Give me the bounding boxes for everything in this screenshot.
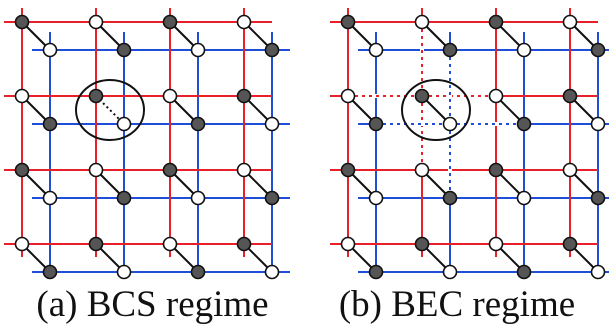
occupied-site — [368, 116, 384, 132]
empty-site — [516, 190, 532, 206]
occupied-site — [236, 88, 252, 104]
occupied-site — [14, 14, 30, 30]
empty-site — [14, 236, 30, 252]
occupied-site — [42, 264, 58, 280]
empty-site — [414, 14, 430, 30]
dotted-lattice-segments — [348, 22, 524, 198]
empty-site — [562, 162, 578, 178]
empty-site — [414, 162, 430, 178]
blue-lattice — [32, 32, 290, 277]
bec-caption: (b) BEC regime — [338, 284, 576, 325]
pair-highlight-ellipse — [75, 79, 145, 141]
empty-site — [340, 88, 356, 104]
empty-site — [88, 162, 104, 178]
empty-site — [42, 190, 58, 206]
empty-site — [368, 190, 384, 206]
occupied-site — [42, 116, 58, 132]
occupied-site — [88, 236, 104, 252]
empty-site — [488, 236, 504, 252]
occupied-site — [340, 162, 356, 178]
empty-site — [116, 264, 132, 280]
empty-site — [264, 116, 280, 132]
empty-site — [162, 88, 178, 104]
occupied-site — [414, 88, 430, 104]
occupied-site — [116, 190, 132, 206]
empty-site — [42, 42, 58, 58]
empty-site — [516, 42, 532, 58]
occupied-site — [162, 14, 178, 30]
empty-site — [340, 236, 356, 252]
occupied-site — [562, 236, 578, 252]
empty-site — [562, 14, 578, 30]
occupied-site — [516, 264, 532, 280]
occupied-site — [414, 236, 430, 252]
occupied-site — [162, 162, 178, 178]
occupied-site — [442, 42, 458, 58]
empty-site — [14, 88, 30, 104]
occupied-site — [14, 162, 30, 178]
occupied-site — [116, 42, 132, 58]
occupied-site — [190, 264, 206, 280]
dimers — [340, 14, 606, 280]
bcs-panel — [4, 8, 290, 280]
empty-site — [368, 42, 384, 58]
empty-site — [88, 14, 104, 30]
pair-highlight-ellipse — [401, 79, 471, 141]
occupied-site — [562, 88, 578, 104]
empty-site — [190, 190, 206, 206]
empty-site — [442, 264, 458, 280]
empty-site — [590, 116, 606, 132]
dimers — [14, 14, 280, 280]
empty-site — [236, 162, 252, 178]
empty-site — [264, 264, 280, 280]
occupied-site — [488, 14, 504, 30]
occupied-site — [236, 236, 252, 252]
occupied-site — [190, 116, 206, 132]
empty-site — [116, 116, 132, 132]
occupied-site — [516, 116, 532, 132]
occupied-site — [488, 162, 504, 178]
occupied-site — [368, 264, 384, 280]
occupied-site — [590, 190, 606, 206]
bec-panel — [330, 8, 609, 280]
occupied-site — [590, 42, 606, 58]
empty-site — [590, 264, 606, 280]
empty-site — [488, 88, 504, 104]
empty-site — [190, 42, 206, 58]
empty-site — [162, 236, 178, 252]
occupied-site — [340, 14, 356, 30]
red-lattice — [4, 8, 272, 257]
bcs-caption: (a) BCS regime — [36, 284, 269, 325]
occupied-site — [88, 88, 104, 104]
occupied-site — [264, 190, 280, 206]
occupied-site — [264, 42, 280, 58]
empty-site — [236, 14, 252, 30]
empty-site — [442, 116, 458, 132]
occupied-site — [442, 190, 458, 206]
